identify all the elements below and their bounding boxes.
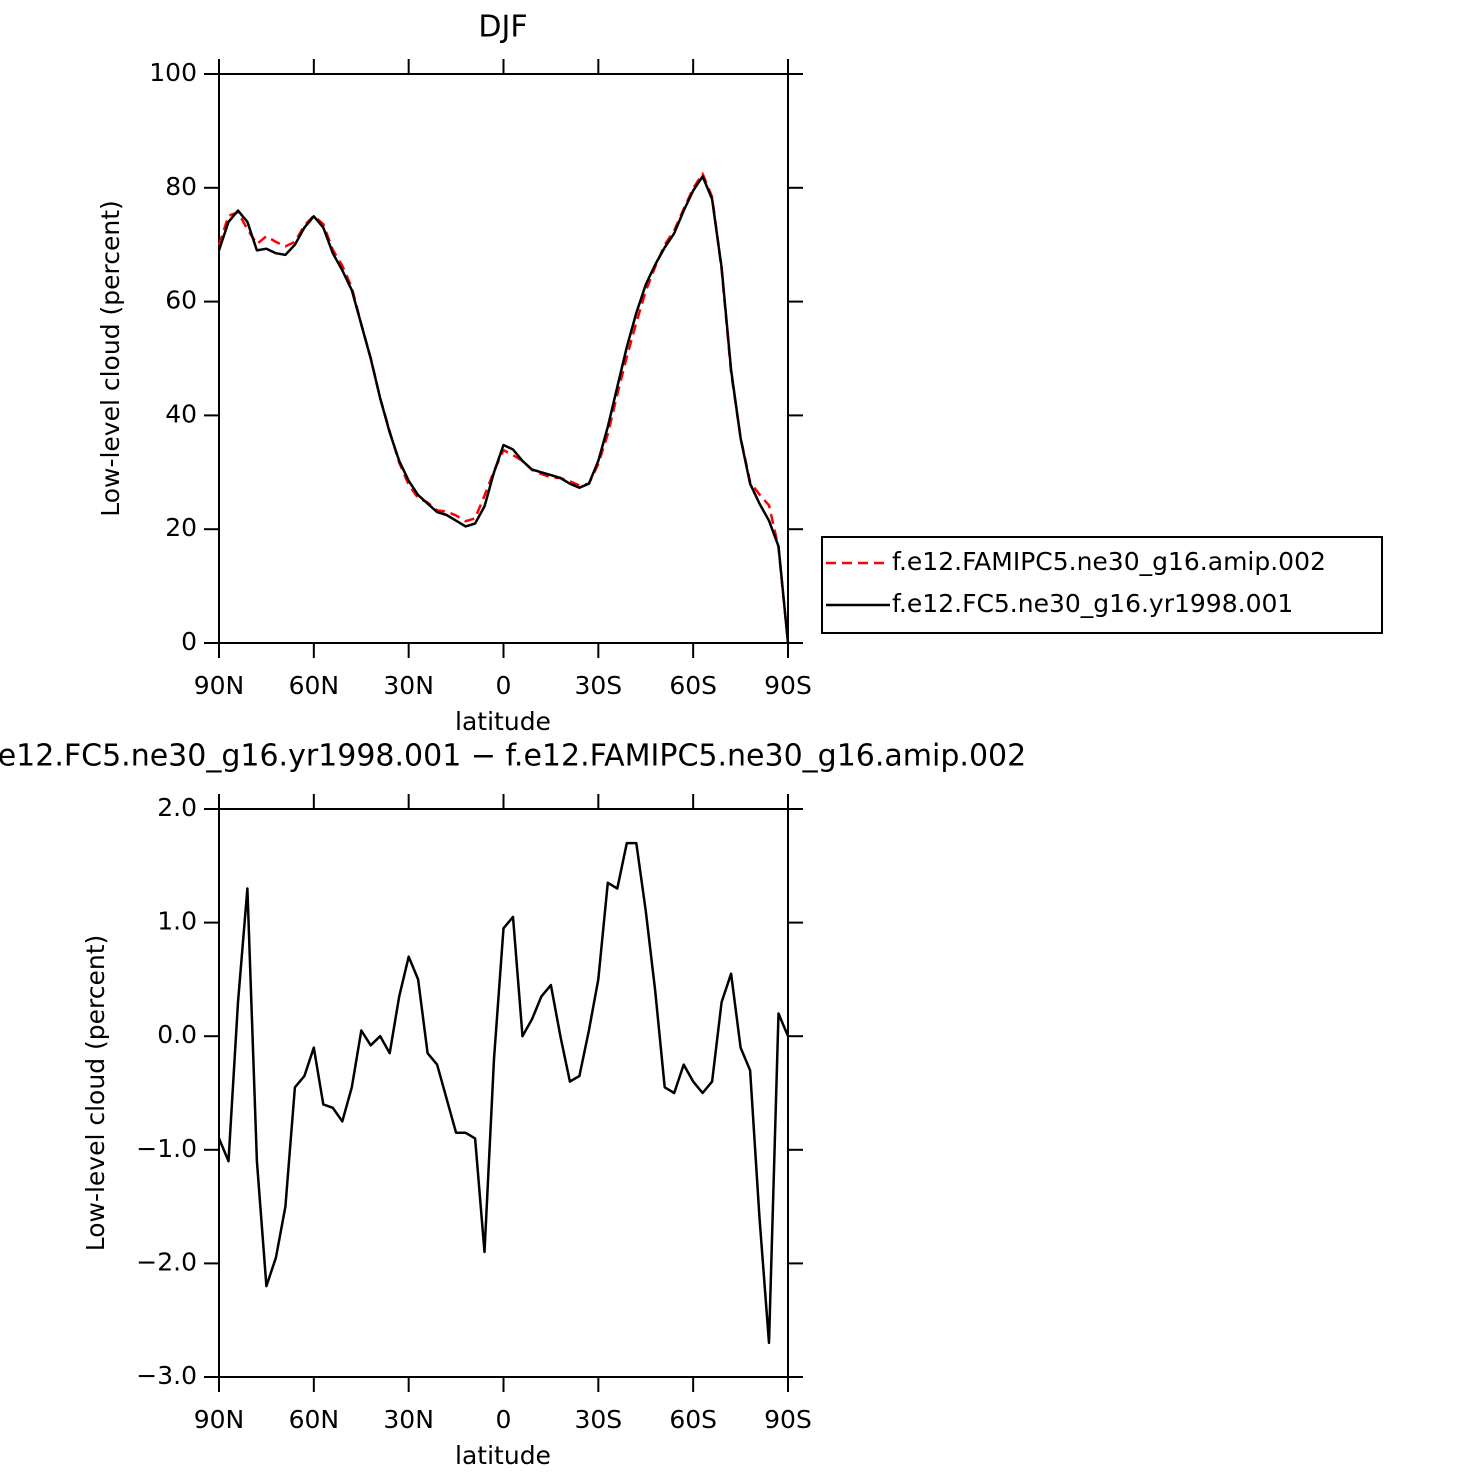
legend-box bbox=[821, 536, 1383, 634]
x-tick-label: 60S bbox=[669, 1405, 717, 1434]
chart-title: f.e12.FC5.ne30_g16.yr1998.001 − f.e12.FA… bbox=[0, 739, 1026, 774]
y-tick-label: 40 bbox=[165, 399, 197, 428]
y-axis-label: Low-level cloud (percent) bbox=[81, 935, 110, 1252]
x-tick-label: 0 bbox=[496, 1405, 512, 1434]
y-tick-label: 0.0 bbox=[157, 1020, 197, 1049]
x-tick-label: 90N bbox=[194, 1405, 245, 1434]
x-tick-label: 60S bbox=[669, 671, 717, 700]
x-tick-label: 90S bbox=[764, 1405, 812, 1434]
x-tick-label: 30S bbox=[574, 671, 622, 700]
chart-title: DJF bbox=[478, 10, 527, 45]
y-tick-label: −3.0 bbox=[136, 1361, 197, 1390]
y-tick-label: 80 bbox=[165, 172, 197, 201]
y-tick-label: −2.0 bbox=[136, 1247, 197, 1276]
x-axis-label: latitude bbox=[455, 707, 551, 736]
series-line bbox=[217, 175, 790, 644]
x-tick-label: 90S bbox=[764, 671, 812, 700]
legend-label: f.e12.FC5.ne30_g16.yr1998.001 bbox=[892, 589, 1293, 618]
x-tick-label: 30N bbox=[383, 1405, 434, 1434]
y-tick-label: 2.0 bbox=[157, 793, 197, 822]
x-tick-label: 60N bbox=[289, 671, 340, 700]
x-axis-label: latitude bbox=[455, 1441, 551, 1470]
x-tick-label: 30S bbox=[574, 1405, 622, 1434]
y-tick-label: 0 bbox=[181, 627, 197, 656]
y-axis-label: Low-level cloud (percent) bbox=[96, 200, 125, 517]
legend-label: f.e12.FAMIPC5.ne30_g16.amip.002 bbox=[892, 547, 1326, 576]
x-tick-label: 60N bbox=[289, 1405, 340, 1434]
x-tick-label: 30N bbox=[383, 671, 434, 700]
x-tick-label: 0 bbox=[496, 671, 512, 700]
y-tick-label: −1.0 bbox=[136, 1134, 197, 1163]
y-tick-label: 1.0 bbox=[157, 907, 197, 936]
x-tick-label: 90N bbox=[194, 671, 245, 700]
y-tick-label: 20 bbox=[165, 513, 197, 542]
series-line bbox=[217, 172, 790, 644]
plot-frame bbox=[218, 73, 789, 644]
y-tick-label: 100 bbox=[149, 58, 197, 87]
series-line bbox=[217, 841, 790, 1345]
y-tick-label: 60 bbox=[165, 286, 197, 315]
